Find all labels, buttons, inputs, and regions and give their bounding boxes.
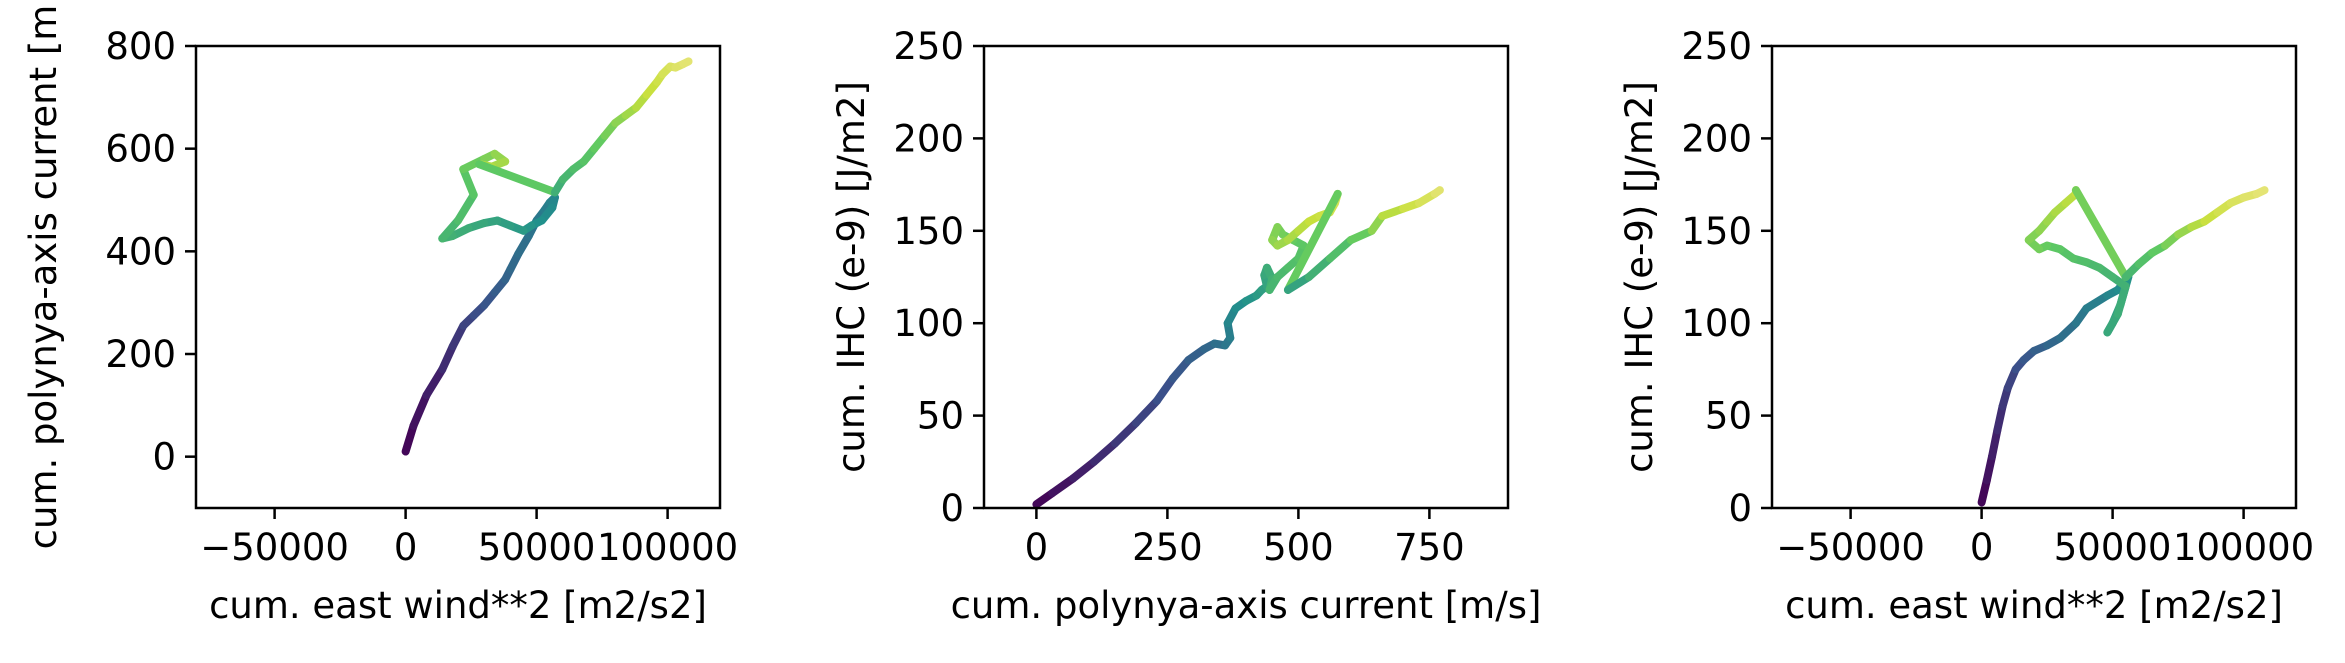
data-segment — [1283, 273, 1313, 294]
data-segment — [2113, 282, 2130, 318]
x-tick-label: 0 — [1970, 526, 1994, 569]
plot-frame — [1770, 44, 2298, 510]
chart-panel-3: −50000 0 50000 100000 0 50 100 150 200 250 cum. ea… — [1618, 25, 2314, 627]
data-segment — [1993, 402, 2007, 435]
data-segment — [454, 190, 478, 225]
y-tick-label: 0 — [1728, 487, 1752, 530]
data-segment — [1111, 418, 1140, 448]
data-segment — [2082, 291, 2112, 313]
x-tick-label: 0 — [1025, 526, 1049, 569]
x-tick-label: 50000 — [478, 526, 596, 569]
y-tick-label: 800 — [105, 25, 176, 68]
y-tick-label: 100 — [1681, 302, 1752, 345]
data-segment — [1131, 396, 1161, 427]
y-tick-label: 150 — [893, 210, 964, 253]
data-segment — [1048, 474, 1078, 498]
data-segment — [1982, 452, 1997, 485]
x-tick-label: 50000 — [2054, 526, 2172, 569]
y-axis-label: cum. polynya-axis current [m — [22, 5, 65, 550]
data-segment — [2071, 186, 2130, 281]
y-tick-label: 600 — [105, 128, 176, 171]
data-segment — [459, 165, 478, 199]
x-axis-label: cum. east wind**2 [m2/s2] — [209, 584, 707, 627]
y-tick-label: 0 — [152, 436, 176, 479]
chart-panel-2: 0 250 500 750 0 50 100 150 200 250 cum. polynya-ax… — [830, 25, 1541, 627]
y-tick-label: 250 — [893, 25, 964, 68]
data-segment — [1988, 426, 2002, 461]
data-segment — [1430, 186, 1444, 198]
x-axis-label: cum. east wind**2 [m2/s2] — [1785, 584, 2283, 627]
plot-frame — [194, 44, 722, 510]
data-segment — [409, 391, 431, 430]
y-tick-label: 250 — [1681, 25, 1752, 68]
x-tick-label: 0 — [394, 526, 418, 569]
y-tick-label: 50 — [917, 395, 964, 438]
data-segment — [1325, 236, 1355, 263]
data-series — [1032, 186, 1444, 509]
y-tick-label: 100 — [893, 302, 964, 345]
plot-frame — [982, 44, 1510, 510]
data-segment — [679, 57, 693, 68]
x-axis-label: cum. polynya-axis current [m/s] — [951, 584, 1542, 627]
y-axis-label: cum. IHC (e-9) [J/m2] — [830, 81, 873, 473]
chart-panel-1: −50000 0 50000 100000 0 200 400 600 800 cum. east… — [22, 5, 738, 627]
y-tick-label: 50 — [1705, 395, 1752, 438]
x-tick-label: 250 — [1132, 526, 1203, 569]
y-tick-label: 200 — [893, 117, 964, 160]
data-segment — [422, 365, 447, 400]
data-segment — [401, 421, 418, 456]
x-tick-label: −50000 — [1776, 526, 1925, 569]
x-tick-label: 750 — [1394, 526, 1465, 569]
y-axis-label: cum. IHC (e-9) [J/m2] — [1618, 81, 1661, 473]
data-segment — [438, 342, 457, 374]
x-tick-label: 100000 — [597, 526, 738, 569]
data-segment — [1304, 254, 1334, 281]
data-segment — [1090, 439, 1119, 466]
data-segment — [2252, 186, 2269, 198]
y-tick-label: 200 — [105, 333, 176, 376]
data-series — [1977, 186, 2269, 507]
data-segment — [1069, 457, 1099, 483]
data-segment — [474, 160, 559, 197]
data-series — [401, 57, 693, 456]
y-tick-label: 0 — [940, 487, 964, 530]
x-tick-label: 100000 — [2173, 526, 2314, 569]
y-tick-label: 200 — [1681, 117, 1752, 160]
data-segment — [1283, 189, 1342, 294]
x-tick-label: −50000 — [200, 526, 349, 569]
y-tick-label: 150 — [1681, 210, 1752, 253]
x-tick-label: 500 — [1263, 526, 1334, 569]
y-tick-label: 400 — [105, 230, 176, 273]
data-segment — [1168, 356, 1193, 383]
data-segment — [1152, 374, 1177, 405]
